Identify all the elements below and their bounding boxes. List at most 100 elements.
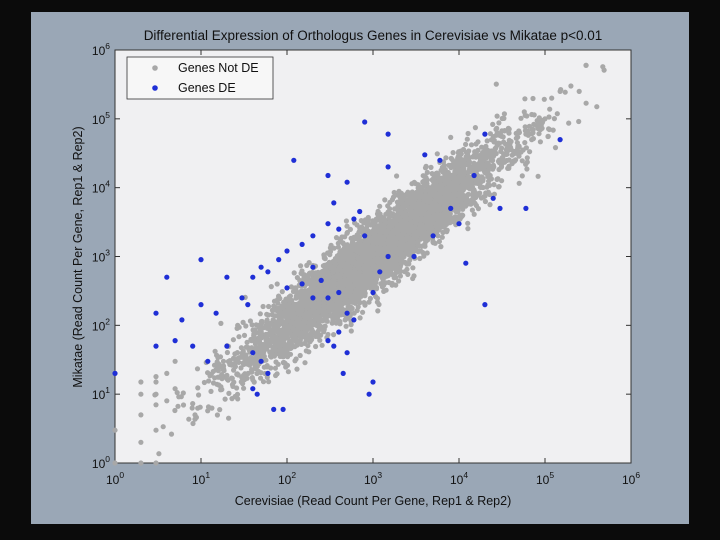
data-point-not-de [576, 118, 582, 125]
data-point-not-de [256, 330, 262, 336]
data-point-not-de [396, 278, 402, 284]
data-point-not-de [318, 332, 324, 338]
data-point-not-de [214, 352, 220, 358]
data-point-not-de [545, 133, 551, 139]
y-tick-label: 102 [92, 316, 110, 333]
data-point-not-de [195, 385, 201, 391]
data-point-not-de [491, 191, 497, 197]
data-point-not-de [251, 379, 257, 385]
series-genes-not-de [112, 62, 607, 466]
data-point-not-de [256, 338, 263, 345]
data-point-not-de [410, 265, 416, 271]
data-point-not-de [583, 100, 589, 106]
data-point-not-de [313, 343, 319, 350]
data-point-not-de [438, 185, 444, 191]
data-point-not-de [475, 139, 481, 145]
data-point-not-de [229, 382, 236, 388]
data-point-not-de [501, 139, 507, 145]
data-point-not-de [428, 164, 434, 170]
data-point-not-de [238, 345, 244, 351]
data-point-not-de [217, 407, 223, 413]
data-point-not-de [273, 334, 279, 340]
data-point-not-de [402, 269, 408, 275]
data-point-not-de [477, 166, 483, 172]
data-point-not-de [286, 302, 292, 308]
data-point-not-de [529, 111, 535, 118]
data-point-not-de [274, 281, 280, 287]
data-point-not-de [516, 180, 522, 186]
data-point-not-de [519, 158, 525, 164]
data-point-not-de [463, 141, 469, 147]
data-point-not-de [229, 396, 235, 402]
data-point-not-de [287, 344, 293, 350]
data-point-not-de [424, 169, 430, 175]
data-point-not-de [483, 168, 489, 174]
data-point-not-de [224, 372, 230, 378]
data-point-not-de [464, 136, 470, 142]
data-point-not-de [420, 249, 426, 256]
data-point-not-de [218, 320, 224, 326]
data-point-not-de [468, 201, 474, 207]
data-point-not-de [448, 134, 454, 140]
data-point-not-de [263, 322, 270, 328]
data-point-not-de [293, 338, 299, 344]
data-point-not-de [293, 356, 299, 362]
data-point-not-de [430, 202, 436, 208]
data-point-not-de [424, 250, 430, 256]
data-point-not-de [230, 337, 236, 343]
data-point-not-de [297, 352, 303, 359]
data-point-not-de [524, 166, 530, 172]
data-point-not-de [282, 341, 288, 347]
data-point-not-de [375, 224, 382, 231]
x-tick-label: 103 [364, 470, 382, 487]
data-point-not-de [354, 222, 360, 228]
data-point-not-de [407, 248, 413, 254]
data-point-not-de [482, 198, 488, 205]
data-point-not-de [436, 238, 442, 245]
data-point-not-de [430, 239, 436, 245]
data-point-not-de [234, 350, 240, 356]
data-point-not-de [426, 227, 432, 233]
data-point-not-de [344, 223, 350, 229]
data-point-not-de [260, 303, 266, 310]
data-point-not-de [212, 375, 218, 381]
data-point-not-de [506, 137, 512, 143]
data-point-not-de [382, 221, 388, 227]
data-point-not-de [174, 390, 180, 396]
data-point-not-de [376, 301, 382, 308]
data-point-not-de [220, 358, 227, 364]
data-point-not-de [522, 96, 528, 102]
data-point-not-de [423, 192, 429, 198]
data-point-not-de [549, 95, 555, 101]
data-point-not-de [276, 312, 282, 318]
data-point-not-de [287, 293, 293, 299]
x-tick-label: 102 [278, 470, 296, 487]
data-point-not-de [537, 139, 544, 145]
data-point-not-de [519, 173, 525, 179]
data-point-not-de [222, 396, 228, 402]
data-point-not-de [241, 355, 247, 361]
data-point-not-de [477, 175, 483, 181]
data-point-not-de [473, 202, 479, 209]
data-point-not-de [208, 388, 214, 394]
data-point-not-de [306, 349, 312, 355]
data-point-not-de [331, 332, 337, 338]
data-point-not-de [343, 218, 349, 224]
data-point-not-de [321, 327, 327, 333]
data-point-not-de [463, 154, 469, 160]
data-point-not-de [408, 214, 414, 220]
data-point-not-de [344, 229, 350, 236]
data-point-not-de [381, 288, 387, 294]
data-point-not-de [465, 226, 471, 232]
data-point-not-de [424, 218, 430, 224]
data-point-not-de [463, 162, 469, 168]
data-point-not-de [546, 114, 552, 120]
data-point-not-de [241, 385, 247, 391]
data-point-not-de [516, 153, 522, 159]
data-point-not-de [348, 328, 354, 334]
data-point-not-de [320, 311, 326, 317]
data-point-not-de [360, 309, 366, 315]
x-tick-label: 101 [192, 470, 210, 487]
data-point-not-de [515, 149, 521, 155]
data-point-not-de [499, 115, 505, 122]
